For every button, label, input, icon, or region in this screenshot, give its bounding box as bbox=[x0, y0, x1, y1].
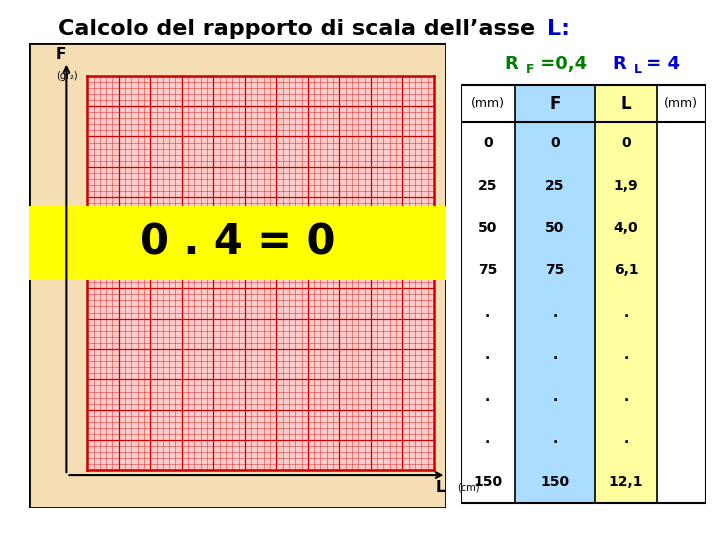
Text: .: . bbox=[624, 306, 629, 320]
Text: L: L bbox=[621, 94, 631, 112]
Text: F: F bbox=[549, 94, 561, 112]
Text: .: . bbox=[552, 390, 558, 404]
Text: 12,1: 12,1 bbox=[609, 475, 643, 489]
Text: .: . bbox=[552, 348, 558, 362]
Text: 150: 150 bbox=[541, 475, 570, 489]
Text: Calcolo del rapporto di scala dell’asse: Calcolo del rapporto di scala dell’asse bbox=[58, 19, 542, 39]
Text: 150: 150 bbox=[473, 475, 503, 489]
Text: (mm): (mm) bbox=[664, 97, 698, 110]
Text: .: . bbox=[552, 433, 558, 447]
Text: (mm): (mm) bbox=[471, 97, 505, 110]
Text: .: . bbox=[485, 306, 490, 320]
Text: .: . bbox=[485, 348, 490, 362]
Text: =0,4: =0,4 bbox=[534, 55, 588, 73]
Text: 75: 75 bbox=[478, 263, 498, 277]
Text: R: R bbox=[505, 55, 518, 73]
Text: F: F bbox=[526, 63, 534, 76]
Text: (gr₂): (gr₂) bbox=[56, 71, 78, 81]
Text: 1,9: 1,9 bbox=[613, 179, 639, 193]
Text: R: R bbox=[613, 55, 626, 73]
Text: .: . bbox=[624, 348, 629, 362]
Text: 4,0: 4,0 bbox=[613, 221, 639, 235]
Bar bbox=[595, 85, 657, 503]
Text: .: . bbox=[624, 433, 629, 447]
Text: .: . bbox=[485, 433, 490, 447]
Text: 75: 75 bbox=[545, 263, 564, 277]
Bar bbox=[515, 85, 595, 503]
Text: 0: 0 bbox=[621, 136, 631, 150]
Bar bbox=[87, 76, 434, 470]
Text: 0: 0 bbox=[483, 136, 492, 150]
Text: .: . bbox=[485, 390, 490, 404]
Text: L: L bbox=[436, 480, 446, 495]
Bar bbox=[29, 206, 446, 280]
Text: 25: 25 bbox=[478, 179, 498, 193]
Text: F: F bbox=[56, 47, 66, 62]
Text: L: L bbox=[634, 63, 642, 76]
Text: L:: L: bbox=[547, 19, 570, 39]
Text: 6,1: 6,1 bbox=[613, 263, 639, 277]
Text: .: . bbox=[552, 306, 558, 320]
Text: = 4: = 4 bbox=[639, 55, 680, 73]
Text: 50: 50 bbox=[478, 221, 498, 235]
Text: .: . bbox=[624, 390, 629, 404]
Text: 0: 0 bbox=[550, 136, 560, 150]
Text: 50: 50 bbox=[545, 221, 564, 235]
Text: (cm): (cm) bbox=[456, 482, 480, 492]
Text: 25: 25 bbox=[545, 179, 564, 193]
Text: 0 . 4 = 0: 0 . 4 = 0 bbox=[140, 222, 336, 264]
